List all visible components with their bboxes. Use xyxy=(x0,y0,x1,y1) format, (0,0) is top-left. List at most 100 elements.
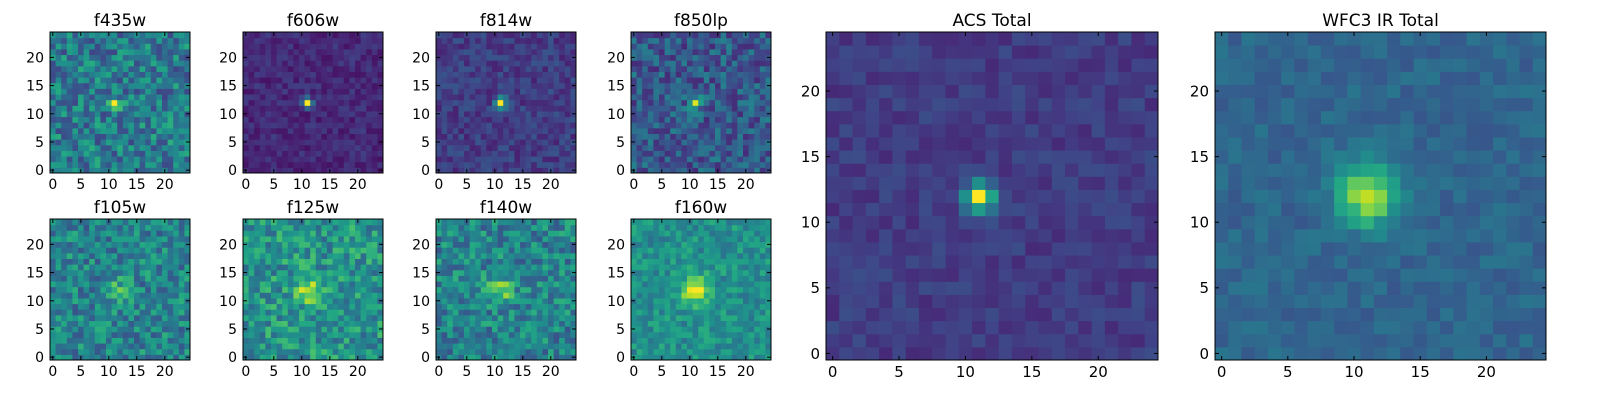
heatmap-cell xyxy=(681,326,688,333)
heatmap-cell xyxy=(184,320,191,327)
heatmap-cell xyxy=(282,275,289,282)
heatmap-cell xyxy=(167,71,174,78)
heatmap-cell xyxy=(731,331,738,338)
heatmap-cell xyxy=(664,43,671,50)
heatmap-cell xyxy=(636,139,643,146)
heatmap-cell xyxy=(360,354,367,361)
heatmap-cell xyxy=(636,94,643,101)
heatmap-cell xyxy=(343,275,350,282)
heatmap-cell xyxy=(452,144,459,151)
heatmap-cell xyxy=(150,116,157,123)
heatmap-cell xyxy=(122,60,129,67)
heatmap-cell xyxy=(653,144,660,151)
heatmap-cell xyxy=(536,161,543,168)
heatmap-cell xyxy=(559,303,566,310)
heatmap-cell xyxy=(452,156,459,163)
heatmap-cell xyxy=(248,60,255,67)
heatmap-cell xyxy=(366,337,373,344)
heatmap-cell xyxy=(287,348,294,355)
heatmap-cell xyxy=(441,60,448,67)
heatmap-cell xyxy=(61,133,68,140)
heatmap-cell xyxy=(441,297,448,305)
heatmap-cell xyxy=(480,116,487,123)
heatmap-cell xyxy=(464,156,471,163)
heatmap-cell xyxy=(681,309,688,316)
heatmap-cell xyxy=(178,167,185,174)
heatmap-cell xyxy=(343,54,350,61)
heatmap-cell xyxy=(447,348,454,355)
heatmap-cell xyxy=(542,77,549,84)
heatmap-cell xyxy=(162,43,169,50)
heatmap-cell xyxy=(559,247,566,254)
heatmap-cell xyxy=(503,161,510,168)
heatmap-cell xyxy=(106,343,113,350)
heatmap-cell xyxy=(66,37,73,44)
heatmap-cell xyxy=(503,337,510,344)
heatmap-cell xyxy=(570,281,577,288)
heatmap-cell xyxy=(106,309,113,316)
heatmap-cell xyxy=(759,116,766,123)
heatmap-cell xyxy=(452,337,459,344)
x-tick-label: 10 xyxy=(293,177,311,193)
heatmap-cell xyxy=(497,82,504,89)
heatmap-cell xyxy=(111,139,118,146)
heatmap-cell xyxy=(349,127,356,135)
heatmap-cell xyxy=(642,303,649,310)
heatmap-cell xyxy=(520,94,527,101)
heatmap-cell xyxy=(564,235,571,243)
heatmap-cell xyxy=(653,43,660,50)
heatmap-cell xyxy=(503,224,510,231)
heatmap-cell xyxy=(525,99,532,106)
heatmap-cell xyxy=(447,105,454,112)
heatmap-cell xyxy=(145,94,152,101)
heatmap-cell xyxy=(338,77,345,84)
heatmap-cell xyxy=(61,337,68,344)
heatmap-cell xyxy=(503,241,510,248)
heatmap-cell xyxy=(338,43,345,50)
heatmap-cell xyxy=(50,94,57,101)
heatmap-cell xyxy=(531,224,538,231)
heatmap-cell xyxy=(282,314,289,322)
heatmap-cell xyxy=(310,337,317,344)
heatmap-cell xyxy=(559,122,566,129)
heatmap-cell xyxy=(508,264,515,271)
heatmap-cell xyxy=(377,60,384,67)
heatmap-cell xyxy=(715,275,722,282)
heatmap-cell xyxy=(508,258,515,265)
heatmap-cell xyxy=(150,292,157,299)
heatmap-cell xyxy=(715,348,722,355)
heatmap-cell xyxy=(377,337,384,344)
heatmap-cell xyxy=(265,37,272,44)
heatmap-cell xyxy=(497,150,504,157)
heatmap-cell xyxy=(150,264,157,271)
heatmap-cell xyxy=(737,292,744,299)
heatmap-cell xyxy=(254,150,261,157)
heatmap-cell xyxy=(536,326,543,333)
heatmap-cell xyxy=(631,275,638,282)
heatmap-cell xyxy=(570,94,577,101)
heatmap-cell xyxy=(642,48,649,56)
heatmap-cell xyxy=(720,156,727,163)
heatmap-cell xyxy=(548,309,555,316)
heatmap-cell xyxy=(304,303,311,310)
heatmap-cell xyxy=(503,60,510,67)
heatmap-cell xyxy=(570,150,577,157)
heatmap-cell xyxy=(743,314,750,322)
heatmap-cell xyxy=(72,82,79,89)
heatmap-cell xyxy=(703,320,710,327)
heatmap-cell xyxy=(675,88,682,95)
heatmap-cell xyxy=(670,275,677,282)
y-tick-label: 5 xyxy=(616,135,625,151)
heatmap-cell xyxy=(287,286,294,293)
heatmap-cell xyxy=(122,167,129,174)
heatmap-cell xyxy=(698,110,705,118)
heatmap-cell xyxy=(508,292,515,299)
heatmap-cell xyxy=(248,94,255,101)
heatmap-cell xyxy=(464,309,471,316)
heatmap-cell xyxy=(61,348,68,355)
heatmap-cell xyxy=(436,337,443,344)
heatmap-cell xyxy=(111,326,118,333)
heatmap-cell xyxy=(553,105,560,112)
heatmap-cell xyxy=(503,354,510,361)
heatmap-cell xyxy=(692,116,699,123)
